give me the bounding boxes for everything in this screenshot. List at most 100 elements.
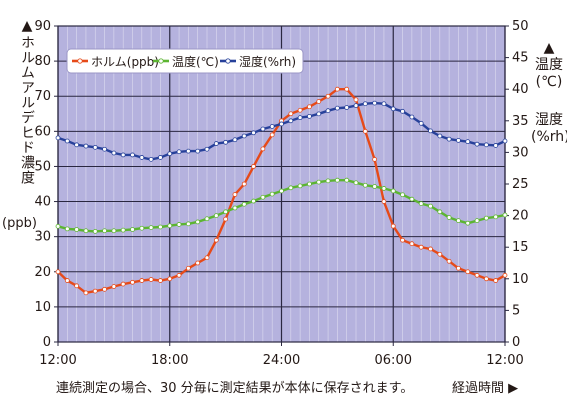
data-point-humidity: [120, 152, 126, 158]
data-point-hcho: [390, 223, 396, 229]
left-tick-label: 10: [34, 300, 51, 315]
data-point-hcho: [251, 164, 256, 169]
data-point-hcho: [372, 157, 378, 162]
data-point-hcho: [176, 272, 182, 278]
left-axis-title: ▲ホルムアルデヒド濃度: [9, 18, 35, 185]
data-point-temperature: [269, 191, 275, 197]
right-tick-label: 10: [512, 272, 529, 287]
series-hcho: [55, 86, 508, 296]
data-point-humidity: [344, 105, 350, 110]
data-point-temperature: [120, 227, 126, 233]
data-point-temperature: [148, 225, 154, 231]
data-point-hcho: [185, 265, 191, 271]
data-point-hcho: [325, 93, 331, 99]
data-point-hcho: [418, 244, 424, 250]
data-point-humidity: [64, 138, 70, 144]
data-point-hcho: [223, 216, 229, 222]
data-point-hcho: [158, 278, 163, 283]
data-point-humidity: [325, 108, 331, 114]
data-point-humidity: [418, 120, 424, 126]
legend-label-temperature: 温度(℃): [172, 54, 219, 69]
data-point-hcho: [446, 258, 452, 264]
data-point-humidity: [130, 152, 135, 158]
data-point-temperature: [493, 214, 499, 220]
data-point-humidity: [92, 144, 98, 150]
data-point-hcho: [456, 265, 461, 271]
data-point-hcho: [362, 128, 368, 134]
legend: ホルム(ppb) 温度(℃) 湿度(%rh): [66, 48, 304, 74]
data-point-temperature: [204, 216, 210, 222]
data-point-humidity: [483, 142, 489, 148]
left-tick-label: 20: [34, 265, 51, 280]
data-point-humidity: [353, 103, 359, 109]
data-point-hcho: [120, 281, 126, 287]
legend-label-hcho: ホルム(ppb): [91, 55, 159, 69]
data-point-hcho: [381, 199, 387, 204]
left-axis-unit: (ppb): [2, 216, 37, 231]
data-point-hcho: [344, 86, 350, 92]
data-point-temperature: [176, 222, 182, 227]
data-point-humidity: [381, 101, 387, 107]
data-point-temperature: [92, 228, 98, 234]
data-point-hcho: [167, 276, 173, 282]
right-tick-label: 15: [512, 240, 529, 255]
data-point-temperature: [446, 215, 452, 220]
data-point-temperature: [390, 188, 396, 194]
right-tick-label: 20: [512, 209, 529, 224]
data-point-hcho: [428, 246, 433, 252]
data-point-temperature: [372, 184, 378, 189]
data-point-humidity: [213, 141, 219, 146]
data-point-humidity: [362, 101, 368, 107]
right-axis-ticks: 0 5 10 15 20 25 30 35 40 45 50: [505, 19, 529, 350]
data-point-humidity: [316, 111, 322, 117]
data-point-hcho: [148, 277, 154, 282]
data-point-humidity: [334, 105, 340, 111]
data-point-humidity: [55, 135, 61, 141]
data-point-temperature: [158, 224, 163, 230]
data-point-temperature: [400, 192, 405, 198]
data-point-hcho: [74, 283, 80, 289]
data-point-humidity: [372, 100, 378, 106]
right-axis-arrow: ▲: [543, 40, 555, 56]
left-tick-label: 50: [34, 159, 51, 174]
data-point-humidity: [111, 150, 117, 156]
data-point-hcho: [409, 241, 415, 247]
data-point-temperature: [185, 221, 191, 227]
data-point-temperature: [474, 218, 480, 224]
data-point-temperature: [83, 228, 89, 234]
data-point-hcho: [232, 192, 238, 197]
left-axis-title-text: ホルムアルデヒド濃度: [19, 35, 35, 185]
series-humidity: [55, 100, 508, 162]
data-point-humidity: [465, 139, 471, 145]
data-point-humidity: [269, 124, 275, 129]
x-tick-label: 12:00: [39, 353, 76, 368]
data-point-humidity: [74, 142, 80, 148]
data-point-humidity: [390, 106, 396, 112]
data-point-humidity: [456, 137, 461, 143]
data-point-humidity: [474, 141, 480, 147]
x-tick-label: 24:00: [263, 353, 300, 368]
series-temperature: [55, 177, 508, 234]
legend-marker-temperature: [158, 58, 164, 64]
data-point-temperature: [307, 181, 312, 187]
data-point-hcho: [92, 288, 98, 294]
left-tick-label: 40: [34, 195, 51, 210]
data-point-hcho: [241, 181, 247, 187]
data-point-temperature: [437, 209, 443, 215]
data-point-hcho: [102, 286, 107, 292]
data-point-humidity: [260, 126, 266, 132]
data-point-humidity: [83, 143, 89, 149]
data-point-humidity: [158, 155, 163, 160]
data-point-humidity: [223, 139, 229, 145]
data-point-hcho: [195, 260, 201, 266]
data-point-hcho: [297, 107, 303, 113]
right-tick-label: 50: [512, 19, 529, 34]
data-point-humidity: [185, 148, 191, 154]
right-tick-label: 35: [512, 114, 529, 129]
data-point-humidity: [102, 146, 107, 152]
data-point-temperature: [353, 180, 359, 186]
left-tick-label: 70: [34, 89, 51, 104]
humidity-axis-title: 湿度 (%rh): [531, 112, 567, 145]
data-point-hcho: [307, 104, 312, 110]
data-point-temperature: [74, 227, 80, 232]
